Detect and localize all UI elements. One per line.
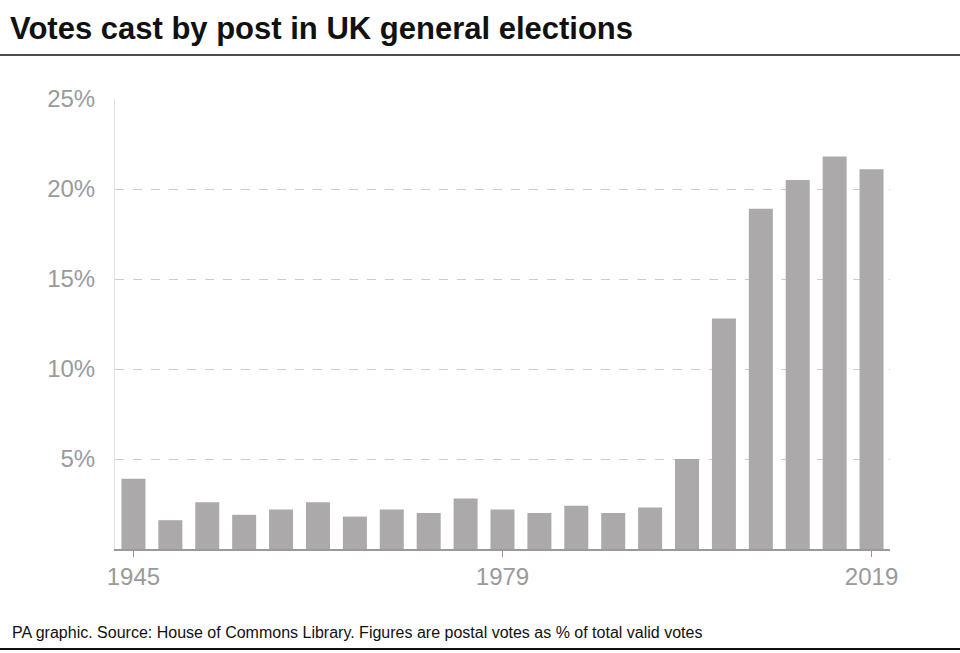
svg-text:PA graphic. Source: House of C: PA graphic. Source: House of Commons Lib… bbox=[12, 624, 702, 641]
svg-text:10%: 10% bbox=[47, 355, 95, 382]
svg-text:1945: 1945 bbox=[107, 563, 160, 590]
svg-text:2019: 2019 bbox=[845, 563, 898, 590]
svg-text:Votes cast by post in UK gener: Votes cast by post in UK general electio… bbox=[10, 11, 633, 46]
svg-text:1979: 1979 bbox=[476, 563, 529, 590]
svg-text:15%: 15% bbox=[47, 265, 95, 292]
svg-text:20%: 20% bbox=[47, 175, 95, 202]
svg-text:25%: 25% bbox=[47, 85, 95, 112]
svg-text:5%: 5% bbox=[61, 445, 96, 472]
